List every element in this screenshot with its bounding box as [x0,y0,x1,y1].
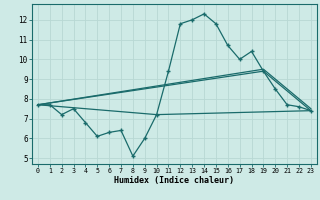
X-axis label: Humidex (Indice chaleur): Humidex (Indice chaleur) [115,176,234,185]
